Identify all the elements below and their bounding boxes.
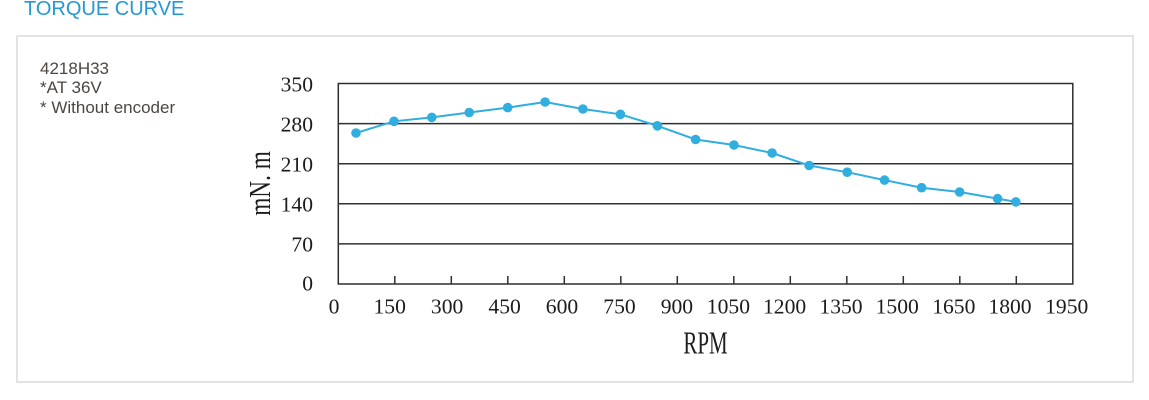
- svg-text:1050: 1050: [707, 294, 750, 318]
- svg-text:280: 280: [281, 112, 313, 136]
- svg-text:450: 450: [488, 294, 520, 318]
- svg-text:RPM: RPM: [683, 325, 727, 360]
- svg-text:350: 350: [281, 72, 313, 96]
- svg-text:1500: 1500: [876, 294, 919, 318]
- svg-text:900: 900: [661, 294, 693, 318]
- svg-text:1950: 1950: [1045, 294, 1088, 318]
- svg-text:1200: 1200: [763, 294, 806, 318]
- svg-text:300: 300: [431, 294, 463, 318]
- svg-text:150: 150: [374, 294, 406, 318]
- svg-text:750: 750: [603, 294, 635, 318]
- svg-text:70: 70: [291, 232, 313, 256]
- svg-text:0: 0: [329, 294, 340, 318]
- svg-text:210: 210: [281, 153, 313, 177]
- svg-text:1800: 1800: [988, 294, 1031, 318]
- svg-text:1350: 1350: [819, 294, 862, 318]
- svg-text:1650: 1650: [932, 294, 975, 318]
- svg-text:140: 140: [281, 193, 313, 217]
- svg-text:0: 0: [302, 272, 313, 296]
- svg-text:mN. m: mN. m: [243, 151, 277, 216]
- svg-text:600: 600: [546, 294, 578, 318]
